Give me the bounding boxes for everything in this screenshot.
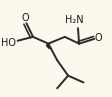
Text: H₂N: H₂N [65, 15, 83, 25]
Text: O: O [22, 13, 29, 23]
Text: O: O [95, 33, 102, 43]
Text: HO: HO [1, 38, 16, 48]
